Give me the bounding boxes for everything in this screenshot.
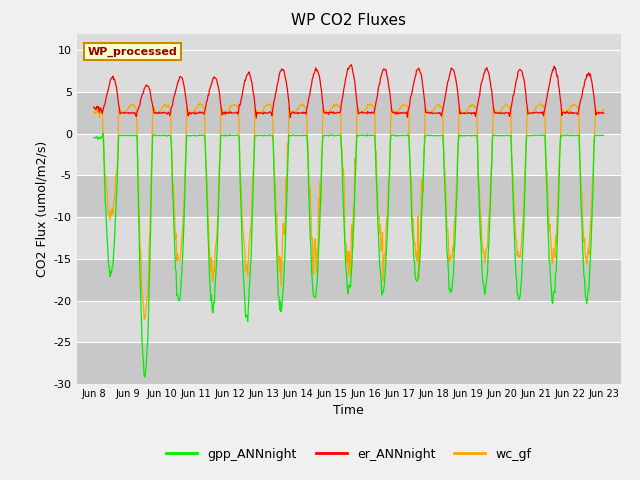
Bar: [77, 300, 621, 342]
Bar: [77, 342, 621, 384]
Bar: [77, 134, 621, 175]
Bar: [77, 217, 621, 259]
Y-axis label: CO2 Flux (umol/m2/s): CO2 Flux (umol/m2/s): [35, 141, 48, 277]
Text: WP_processed: WP_processed: [88, 47, 177, 57]
Title: WP CO2 Fluxes: WP CO2 Fluxes: [291, 13, 406, 28]
Legend: gpp_ANNnight, er_ANNnight, wc_gf: gpp_ANNnight, er_ANNnight, wc_gf: [161, 443, 536, 466]
Bar: [77, 259, 621, 300]
Bar: [77, 175, 621, 217]
Bar: [77, 50, 621, 92]
Bar: [77, 92, 621, 134]
X-axis label: Time: Time: [333, 405, 364, 418]
